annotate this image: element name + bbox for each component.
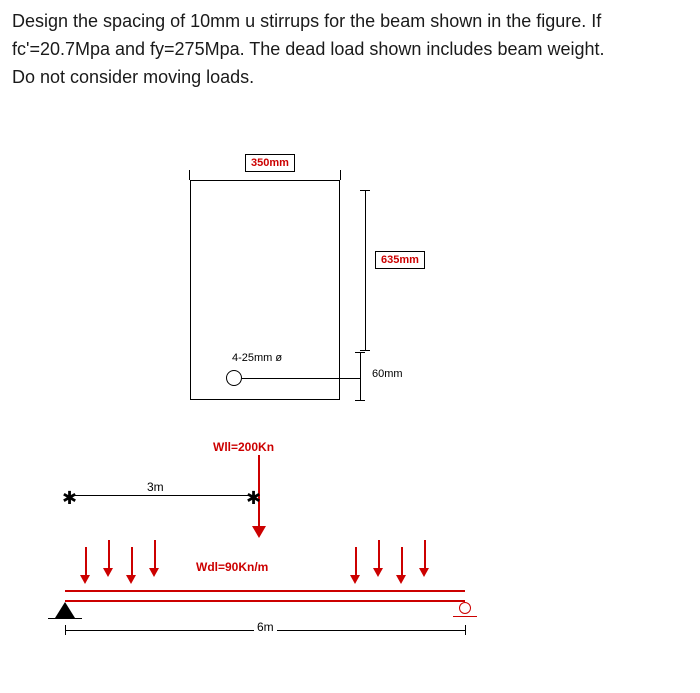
udl-arrow-icon	[378, 540, 380, 568]
beam-bottom-line	[65, 600, 465, 602]
rebar-label: 4-25mm ø	[232, 352, 282, 364]
udl-arrow-icon	[108, 540, 110, 568]
pin-ground-line	[48, 618, 82, 619]
cover-dim-line	[360, 352, 361, 400]
depth-tick	[360, 350, 370, 351]
roller-ground-line	[453, 616, 477, 617]
beam-top-line	[65, 590, 465, 592]
udl-arrowhead-icon	[103, 568, 113, 577]
depth-tick	[360, 190, 370, 191]
udl-arrowhead-icon	[80, 575, 90, 584]
udl-arrowhead-icon	[373, 568, 383, 577]
udl-arrowhead-icon	[419, 568, 429, 577]
udl-arrowhead-icon	[126, 575, 136, 584]
dim-tick-icon: ✱	[62, 488, 77, 509]
section-width-label: 350mm	[245, 154, 295, 172]
dim-tick-icon: ✱	[246, 488, 261, 509]
dim-tick	[65, 625, 66, 635]
udl-arrowhead-icon	[350, 575, 360, 584]
beam-cross-section	[190, 180, 340, 400]
problem-line1: Design the spacing of 10mm u stirrups fo…	[12, 11, 601, 31]
rebar-icon	[226, 370, 242, 386]
rebar-leader-line	[242, 378, 360, 379]
problem-statement: Design the spacing of 10mm u stirrups fo…	[12, 8, 688, 92]
udl-arrow-icon	[131, 547, 133, 575]
figure: 350mm 635mm 4-25mm ø 60mm Wll=200Kn ✱ ✱ …	[0, 150, 700, 690]
cover-label: 60mm	[372, 368, 403, 380]
dim-3m-label: 3m	[147, 480, 164, 494]
dim-3m-line	[65, 495, 250, 496]
problem-line3: Do not consider moving loads.	[12, 67, 254, 87]
udl-arrowhead-icon	[396, 575, 406, 584]
udl-arrow-icon	[355, 547, 357, 575]
pin-support-icon	[55, 602, 75, 618]
udl-arrow-icon	[424, 540, 426, 568]
width-tick	[189, 170, 190, 180]
section-depth-label: 635mm	[375, 251, 425, 269]
udl-arrow-icon	[154, 540, 156, 568]
udl-arrow-icon	[401, 547, 403, 575]
point-load-arrowhead-icon	[252, 526, 266, 538]
cover-tick	[355, 352, 365, 353]
udl-arrowhead-icon	[149, 568, 159, 577]
udl-arrow-icon	[85, 547, 87, 575]
width-tick	[340, 170, 341, 180]
dim-6m-label: 6m	[254, 620, 277, 634]
problem-line2: fc'=20.7Mpa and fy=275Mpa. The dead load…	[12, 39, 605, 59]
roller-support-icon	[459, 602, 471, 614]
cover-tick	[355, 400, 365, 401]
point-load-label: Wll=200Kn	[213, 440, 274, 454]
depth-dim-line	[365, 190, 366, 350]
udl-label: Wdl=90Kn/m	[196, 560, 268, 574]
dim-tick	[465, 625, 466, 635]
